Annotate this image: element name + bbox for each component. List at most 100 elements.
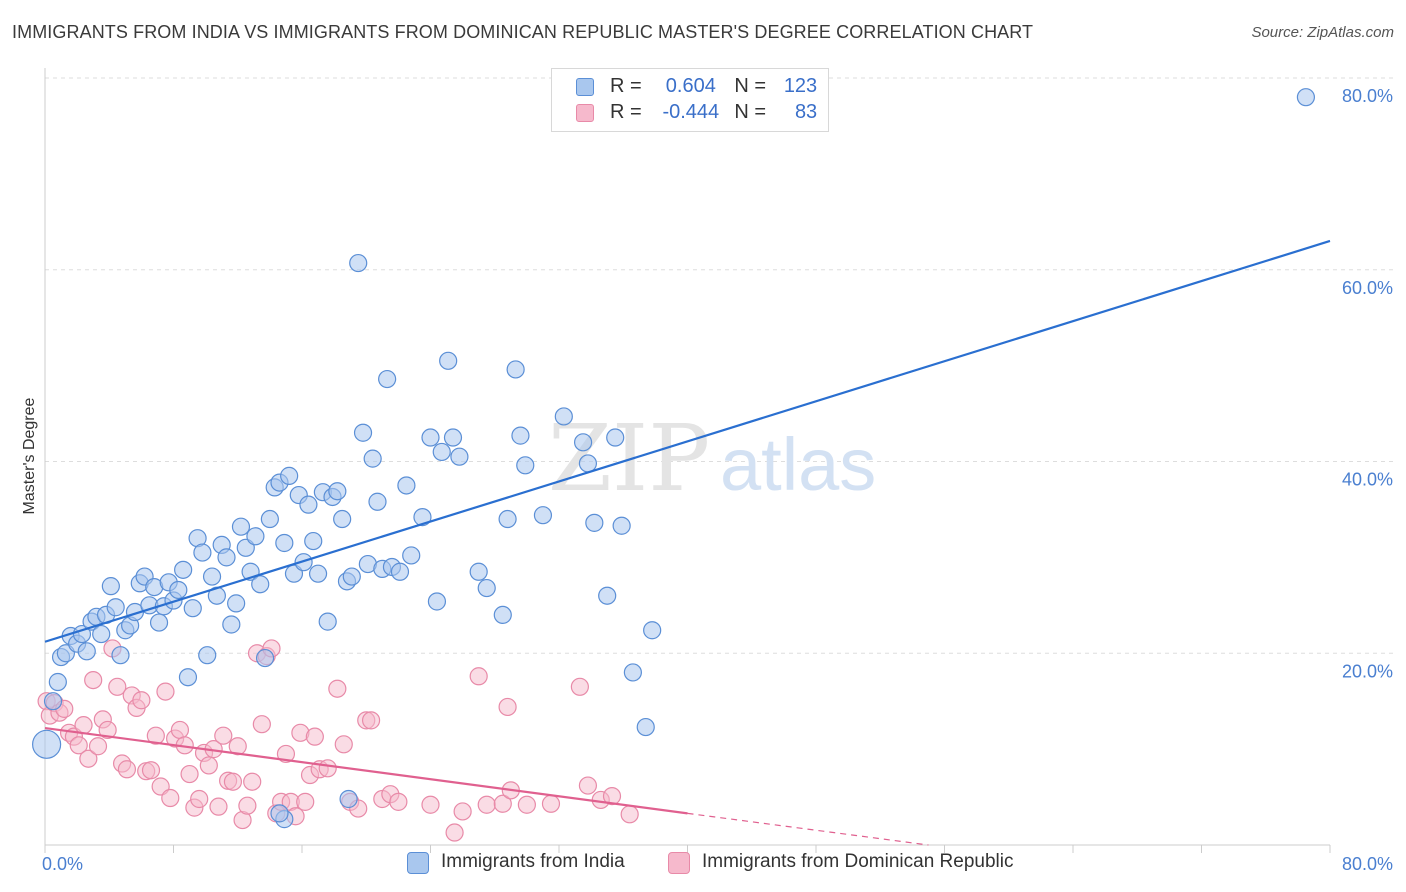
dominican-point (180, 764, 199, 784)
dominican-point (156, 682, 175, 701)
dominican-point (498, 697, 517, 717)
india-point (227, 594, 246, 613)
x-tick-label: 0.0% (42, 854, 83, 874)
india-point (397, 476, 416, 495)
india-point (251, 575, 270, 594)
legend-swatch-dominican (576, 104, 594, 122)
india-point (48, 672, 67, 692)
india-point (198, 646, 217, 665)
india-point (363, 449, 382, 468)
india-point (169, 580, 188, 600)
dominican-point (389, 792, 408, 811)
india-point (217, 548, 236, 567)
dominican-points (37, 639, 639, 842)
dominican-point (161, 788, 180, 808)
dominican-point (243, 772, 262, 791)
india-point (275, 533, 294, 553)
india-point (533, 506, 553, 525)
india-point (222, 615, 241, 634)
india-point (402, 546, 421, 565)
dominican-trend-extension (687, 812, 929, 846)
india-point (506, 360, 525, 379)
india-point (353, 423, 373, 442)
legend-n-value-india: 123 (783, 75, 818, 97)
india-point (573, 433, 593, 452)
india-point (636, 717, 655, 737)
bottom-legend-label-india: Immigrants from India (441, 851, 625, 872)
india-point (333, 509, 352, 529)
y-axis-title: Master's Degree (21, 397, 38, 514)
dominican-point (469, 667, 488, 686)
bottom-legend-swatch-india (407, 852, 429, 874)
legend-swatch-india (576, 78, 594, 96)
india-point (598, 586, 617, 605)
dominican-point (477, 795, 496, 814)
india-point (516, 456, 535, 475)
india-point (413, 508, 432, 527)
dominican-point (578, 776, 598, 795)
dominican-point (570, 677, 589, 696)
dominican-point (88, 737, 108, 756)
dominican-point (108, 677, 127, 696)
y-tick-label: 20.0% (1342, 661, 1393, 681)
legend-text-dominican: R = -0.444 N = 83 (610, 101, 817, 124)
india-point (349, 253, 368, 273)
dominican-point (141, 761, 161, 780)
bottom-legend-label-dominican: Immigrants from Dominican Republic (702, 851, 1014, 872)
india-point (606, 428, 625, 447)
india-point (368, 492, 387, 511)
dominican-point (517, 795, 536, 814)
x-tick-labels: 0.0% 80.0% (42, 854, 1393, 874)
india-point (339, 789, 358, 809)
legend-n-label: N = (734, 101, 767, 123)
india-point (231, 517, 251, 536)
india-point (299, 495, 318, 514)
dominican-point (620, 805, 639, 824)
india-point (178, 668, 198, 687)
india-point (427, 592, 447, 611)
india-point (280, 466, 299, 485)
dominican-point (199, 756, 218, 775)
dominican-point (453, 802, 472, 821)
india-point (174, 560, 193, 579)
dominican-point (74, 716, 93, 735)
dominican-point (445, 823, 464, 842)
dominican-point (84, 670, 103, 690)
india-point (92, 624, 111, 644)
india-point (511, 426, 530, 445)
india-point (202, 567, 222, 586)
chart-title: IMMIGRANTS FROM INDIA VS IMMIGRANTS FROM… (12, 22, 1034, 42)
dominican-point (276, 744, 296, 764)
dominican-point (132, 691, 151, 710)
legend-n-value-dominican: 83 (794, 101, 818, 123)
dominican-point (334, 735, 353, 754)
india-point (32, 729, 62, 759)
dominican-point (79, 749, 98, 768)
india-trend-line (44, 239, 1331, 643)
india-point (1296, 88, 1316, 107)
dominican-point (602, 787, 622, 806)
legend-n-label: N = (734, 75, 767, 97)
x-tick-label: 80.0% (1342, 854, 1393, 874)
y-tick-label: 80.0% (1342, 86, 1393, 106)
y-tick-label: 60.0% (1342, 278, 1393, 298)
india-point (183, 599, 202, 618)
india-point (390, 562, 410, 581)
india-point (111, 646, 130, 665)
dominican-point (117, 760, 137, 779)
source-label: Source: ZipAtlas.com (1251, 24, 1394, 41)
dominican-point (170, 720, 190, 740)
legend-r-value-india: 0.604 (665, 75, 716, 97)
dominican-point (252, 715, 271, 734)
bottom-legend-swatch-dominican (668, 852, 690, 874)
india-point (554, 407, 573, 426)
india-point (106, 598, 125, 617)
india-point (498, 509, 517, 529)
legend-text-india: R = 0.604 N = 123 (610, 75, 817, 98)
india-point (623, 663, 642, 682)
india-point (612, 516, 631, 535)
india-point (477, 578, 496, 598)
dominican-point (305, 727, 324, 746)
watermark-atlas: atlas (720, 423, 876, 506)
